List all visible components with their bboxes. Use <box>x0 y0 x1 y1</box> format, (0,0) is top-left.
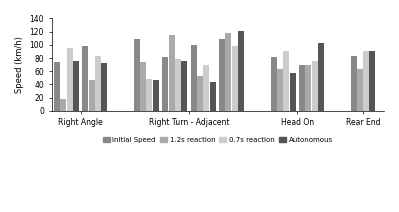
Bar <box>299 65 305 111</box>
Bar <box>153 80 159 111</box>
Bar <box>363 52 369 111</box>
Bar <box>60 99 66 111</box>
Bar <box>140 62 146 111</box>
Bar <box>146 79 152 111</box>
Bar <box>290 73 296 111</box>
Bar <box>101 63 107 111</box>
Bar <box>197 76 203 111</box>
Bar <box>225 33 231 111</box>
Bar <box>277 68 283 111</box>
Bar <box>203 65 209 111</box>
Bar <box>89 80 95 111</box>
Bar <box>350 56 356 111</box>
Bar <box>181 61 187 111</box>
Bar <box>271 57 277 111</box>
Legend: Initial Speed, 1.2s reaction, 0.7s reaction, Autonomous: Initial Speed, 1.2s reaction, 0.7s react… <box>100 134 336 146</box>
Bar <box>162 57 168 111</box>
Bar <box>238 31 244 111</box>
Bar <box>95 56 101 111</box>
Bar <box>219 39 225 111</box>
Bar <box>191 45 197 111</box>
Bar <box>54 62 60 111</box>
Bar <box>67 48 73 111</box>
Bar <box>175 59 181 111</box>
Bar <box>369 51 375 111</box>
Bar <box>312 61 318 111</box>
Bar <box>73 61 79 111</box>
Y-axis label: Speed (km/h): Speed (km/h) <box>15 36 24 93</box>
Bar <box>169 35 175 111</box>
Bar <box>318 43 324 111</box>
Bar <box>232 46 238 111</box>
Bar <box>134 39 140 111</box>
Bar <box>305 65 311 111</box>
Bar <box>209 82 215 111</box>
Bar <box>82 46 88 111</box>
Bar <box>283 52 289 111</box>
Bar <box>357 68 363 111</box>
